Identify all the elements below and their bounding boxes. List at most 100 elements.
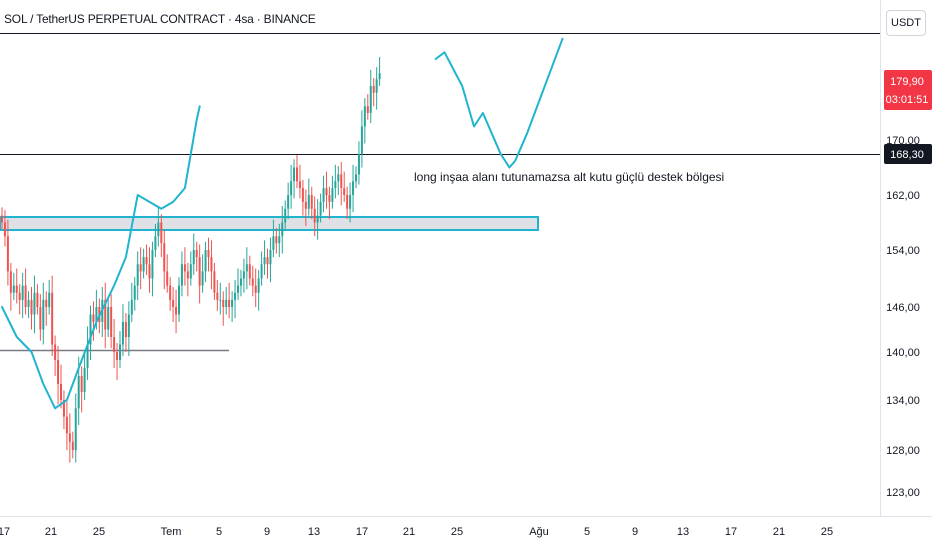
candle-body bbox=[71, 441, 74, 450]
candle-body bbox=[24, 285, 27, 307]
last-price-value: 179,90 bbox=[890, 76, 924, 88]
candle-body bbox=[293, 167, 296, 182]
axis-frame bbox=[0, 0, 932, 517]
y-tick-label: 146,00 bbox=[886, 302, 920, 314]
x-tick-label: 21 bbox=[403, 526, 415, 538]
candle-body bbox=[21, 285, 24, 300]
countdown-value: 03:01:51 bbox=[886, 94, 929, 106]
candle-body bbox=[310, 195, 313, 209]
currency-button[interactable]: USDT bbox=[886, 10, 926, 36]
candle-body bbox=[65, 416, 68, 434]
y-tick-label: 134,00 bbox=[886, 395, 920, 407]
candle-body bbox=[68, 433, 71, 442]
chart-title: SOL / TetherUS PERPETUAL CONTRACT · 4sa … bbox=[4, 12, 316, 26]
candle-body bbox=[304, 201, 307, 209]
support-zone[interactable] bbox=[0, 216, 539, 231]
candle-body bbox=[60, 384, 62, 400]
candle-body bbox=[213, 271, 216, 293]
candle-body bbox=[113, 337, 116, 352]
price-badges: 179,90 03:01:51 168,30 bbox=[884, 70, 932, 164]
candle-body bbox=[266, 257, 269, 265]
y-tick-label: 154,00 bbox=[886, 245, 920, 257]
candle-body bbox=[36, 292, 39, 307]
candle-body bbox=[349, 195, 352, 209]
candle-body bbox=[319, 201, 322, 216]
candle-body bbox=[313, 208, 316, 223]
last-price-badge bbox=[884, 70, 932, 110]
candle-body bbox=[198, 257, 201, 286]
candle-body bbox=[201, 271, 204, 286]
candle-body bbox=[234, 292, 237, 300]
x-tick-label: 21 bbox=[773, 526, 785, 538]
candle-body bbox=[51, 292, 54, 345]
candle-body bbox=[269, 250, 272, 265]
candle-body bbox=[89, 314, 92, 345]
candle-body bbox=[210, 257, 213, 272]
x-tick-label: 9 bbox=[264, 526, 270, 538]
candle-body bbox=[228, 299, 231, 307]
candle-body bbox=[178, 285, 180, 315]
x-tick-label: Ağu bbox=[529, 526, 549, 538]
candle-body bbox=[257, 278, 260, 293]
candle-body bbox=[57, 360, 60, 384]
candle-body bbox=[186, 271, 189, 279]
candle-body bbox=[281, 222, 284, 237]
candle-body bbox=[352, 181, 355, 195]
x-tick-label: 25 bbox=[93, 526, 105, 538]
candle-body bbox=[95, 307, 98, 322]
candle-body bbox=[83, 368, 86, 392]
time-axis[interactable]: 17 21 25 Tem 5 9 13 17 21 25 Ağu 5 9 13 17 21 25 bbox=[0, 526, 833, 538]
trend-drawings[interactable] bbox=[1, 37, 564, 410]
candle-body bbox=[30, 299, 33, 315]
support-zone-box bbox=[0, 216, 539, 231]
y-tick-label: 128,00 bbox=[886, 445, 920, 457]
candle-body bbox=[284, 208, 287, 223]
candle-body bbox=[80, 376, 83, 392]
candle-body bbox=[77, 376, 80, 409]
candle-body bbox=[251, 278, 254, 286]
candle-body bbox=[104, 299, 107, 330]
candle-body bbox=[237, 285, 239, 293]
candle-body bbox=[154, 236, 157, 250]
candle-body bbox=[107, 307, 110, 330]
candle-body bbox=[39, 307, 42, 330]
candle-body bbox=[136, 264, 139, 286]
candle-body bbox=[119, 344, 121, 360]
candle-body bbox=[307, 195, 310, 209]
candle-body bbox=[54, 344, 57, 360]
annotation-text[interactable]: long inşaa alanı tutunamazsa alt kutu gü… bbox=[414, 170, 724, 184]
candle-body bbox=[378, 73, 381, 80]
candle-body bbox=[15, 285, 18, 293]
candle-body bbox=[3, 222, 6, 237]
x-tick-label: 5 bbox=[216, 526, 222, 538]
candle-body bbox=[275, 236, 278, 244]
candles bbox=[1, 56, 381, 463]
candle-body bbox=[225, 299, 228, 307]
y-tick-label: 140,00 bbox=[886, 347, 920, 359]
candle-body bbox=[180, 264, 183, 286]
candle-body bbox=[86, 344, 89, 368]
x-tick-label: 17 bbox=[356, 526, 368, 538]
x-tick-label: 25 bbox=[821, 526, 833, 538]
candle-body bbox=[189, 264, 192, 279]
price-axis[interactable]: 123,00 128,00 134,00 140,00 146,00 154,00 162,… bbox=[886, 135, 920, 499]
candle-body bbox=[296, 167, 298, 182]
candle-body bbox=[357, 153, 360, 175]
candle-body bbox=[337, 174, 340, 182]
candle-body bbox=[163, 243, 166, 272]
candle-body bbox=[151, 250, 154, 279]
candle-body bbox=[325, 188, 328, 195]
candle-body bbox=[124, 322, 127, 337]
candle-body bbox=[195, 250, 198, 258]
candle-body bbox=[116, 352, 119, 360]
candle-body bbox=[272, 236, 275, 250]
candle-body bbox=[121, 322, 124, 345]
level-price-badge bbox=[884, 144, 932, 164]
x-tick-label: Tem bbox=[161, 526, 182, 538]
candle-body bbox=[18, 292, 21, 300]
y-tick-label: 162,00 bbox=[886, 190, 920, 202]
candle-body bbox=[301, 188, 304, 202]
candle-body bbox=[278, 236, 281, 244]
